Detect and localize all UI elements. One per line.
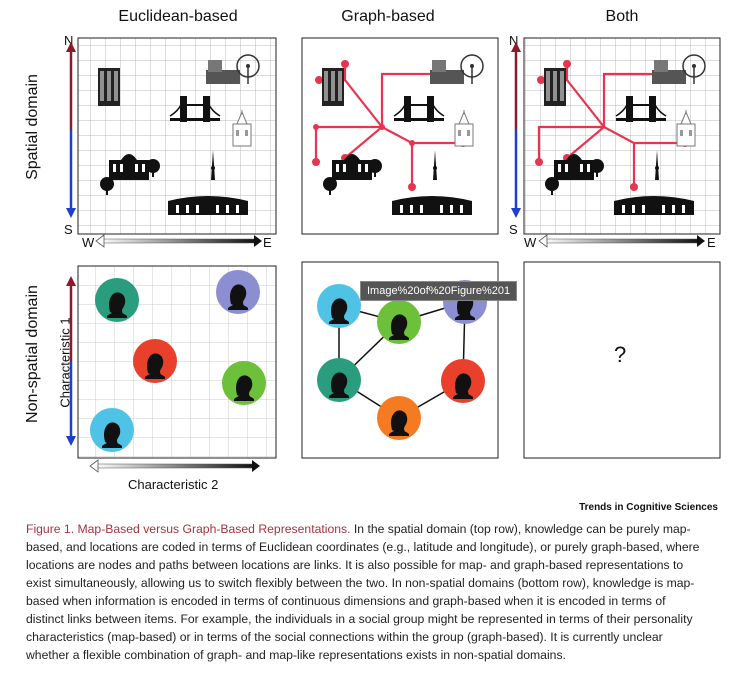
characteristic-2-arrow [89,459,260,473]
routes-graph [314,64,463,187]
north-label-left: N [64,33,74,48]
west-label-left: W [82,235,95,250]
people-graph [317,280,487,440]
figure-graphics [66,37,721,473]
column-title-euclidean: Euclidean-based [118,8,238,25]
column-title-both: Both [605,8,639,25]
unknown-question-mark: ? [614,342,627,367]
x-axis-label: Characteristic 2 [128,477,219,492]
we-arrow-right [538,234,705,248]
caption-body: In the spatial domain (top row), knowled… [26,522,700,662]
north-label-right: N [509,33,519,48]
people-euclidean [90,270,266,452]
west-label-right: W [524,235,537,250]
panel-both-nonspatial [523,261,721,459]
image-tooltip: Image%20of%20Figure%201 [360,281,518,301]
column-title-graph: Graph-based [341,8,435,25]
east-label-right: E [707,235,716,250]
characteristic-1-arrow [66,276,76,446]
caption-title: Figure 1. Map-Based versus Graph-Based R… [26,522,351,536]
we-arrow-left [95,234,262,248]
south-label-right: S [509,222,518,237]
ns-arrow-right [511,42,521,218]
figure-caption: Figure 1. Map-Based versus Graph-Based R… [26,520,706,664]
journal-brand: Trends in Cognitive Sciences [579,502,718,513]
south-label-left: S [64,222,73,237]
east-label-left: E [263,235,272,250]
ns-arrow-left [66,42,76,218]
figure: Euclidean-based Graph-based Both Spatial… [24,8,721,492]
